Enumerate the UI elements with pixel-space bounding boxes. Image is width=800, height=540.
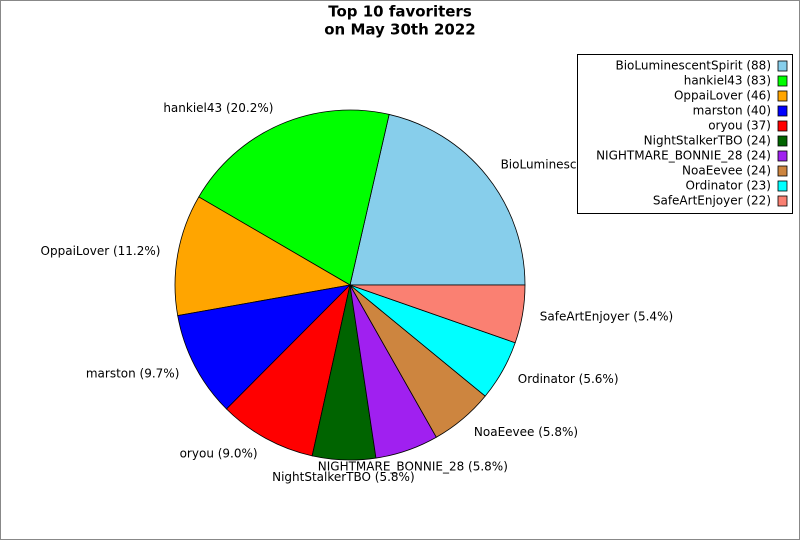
pie-slice (198, 109, 390, 286)
chart-title: on May 30th 2022 (324, 21, 476, 39)
legend-swatch (777, 120, 788, 132)
legend-label: BioLuminescentSpirit (88) (615, 59, 771, 73)
legend-swatch (777, 135, 788, 147)
slice-label: NIGHTMARE_BONNIE_28 (5.8%) (318, 459, 508, 473)
legend-label: hankiel43 (83) (684, 74, 771, 88)
slice-label: NightStalkerTBO (5.8%) (272, 470, 415, 484)
legend-swatch (777, 150, 788, 162)
legend-label: NIGHTMARE_BONNIE_28 (24) (596, 149, 771, 163)
legend-label: Ordinator (23) (685, 179, 771, 193)
pie-slice (174, 196, 352, 317)
slice-label: Ordinator (5.6%) (518, 372, 619, 386)
legend-swatch (777, 60, 788, 72)
legend-swatch (777, 90, 788, 102)
pie-slice (349, 284, 526, 344)
slice-label: oryou (9.0%) (180, 446, 258, 460)
legend-label: NoaEevee (24) (682, 164, 771, 178)
slice-label: OppaiLover (11.2%) (41, 244, 161, 258)
legend-label: SafeArtEnjoyer (22) (653, 194, 771, 208)
slice-label: NoaEevee (5.8%) (474, 425, 578, 439)
legend-swatch (777, 165, 788, 177)
slice-label: hankiel43 (20.2%) (163, 101, 273, 115)
legend-swatch (777, 180, 788, 192)
legend-swatch (777, 105, 788, 117)
pie-slice (225, 283, 351, 457)
legend-swatch (777, 195, 788, 207)
legend-box (577, 54, 793, 214)
legend-swatch (777, 75, 788, 87)
slice-label: SafeArtEnjoyer (5.4%) (540, 310, 673, 324)
chart-title: Top 10 favoriters (328, 3, 472, 21)
legend-label: oryou (37) (708, 119, 771, 133)
slice-label: marston (9.7%) (86, 367, 180, 381)
pie-slice (349, 113, 526, 286)
legend-label: marston (40) (693, 104, 771, 118)
pie-slice (177, 284, 352, 410)
legend-label: NightStalkerTBO (24) (644, 134, 771, 148)
legend-label: OppaiLover (46) (674, 89, 771, 103)
